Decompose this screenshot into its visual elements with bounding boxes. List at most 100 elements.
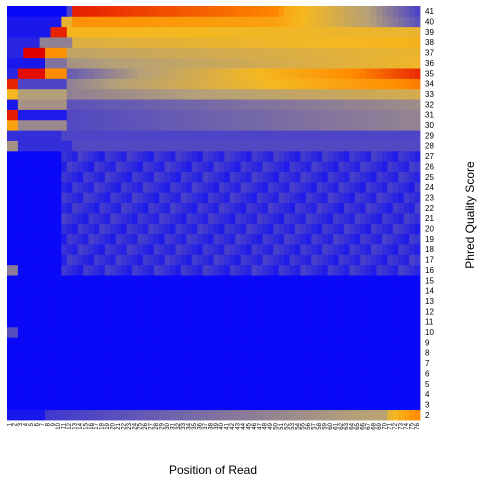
heatmap-cell-pos51-q27 — [278, 150, 285, 162]
heatmap-cell-pos12-q10 — [66, 326, 73, 338]
heatmap-cell-pos32-q29 — [175, 130, 182, 141]
heatmap-cell-pos20-q41 — [110, 6, 117, 17]
heatmap-cell-pos24-q2 — [131, 409, 138, 421]
heatmap-cell-pos27-q12 — [148, 306, 155, 317]
heatmap-cell-pos50-q40 — [273, 16, 280, 28]
heatmap-cell-pos14-q19 — [77, 233, 84, 245]
x-tick-label: 22 — [121, 422, 127, 429]
heatmap-cell-pos1-q7 — [7, 357, 13, 369]
heatmap-cell-pos39-q31 — [213, 109, 220, 121]
heatmap-cell-pos13-q41 — [72, 6, 79, 17]
heatmap-cell-pos34-q3 — [186, 399, 193, 411]
heatmap-cell-pos72-q6 — [392, 368, 399, 379]
heatmap-cell-pos61-q6 — [333, 368, 339, 379]
heatmap-cell-pos57-q5 — [311, 378, 318, 390]
heatmap-cell-pos26-q5 — [142, 378, 149, 390]
heatmap-cell-pos49-q36 — [267, 57, 274, 69]
heatmap-cell-pos13-q29 — [72, 130, 79, 141]
heatmap-cell-pos15-q32 — [83, 99, 89, 110]
heatmap-cell-pos17-q15 — [93, 275, 100, 286]
heatmap-cell-pos25-q16 — [137, 264, 144, 276]
heatmap-cell-pos17-q14 — [93, 285, 100, 297]
heatmap-cell-pos13-q30 — [72, 119, 79, 131]
heatmap-cell-pos60-q30 — [327, 119, 334, 131]
heatmap-cell-pos31-q4 — [170, 388, 176, 400]
heatmap-cell-pos19-q15 — [104, 275, 111, 286]
heatmap-cell-pos45-q30 — [246, 119, 252, 131]
heatmap-cell-pos68-q21 — [371, 213, 377, 224]
heatmap-cell-pos3-q13 — [17, 295, 24, 307]
heatmap-cell-pos61-q40 — [333, 16, 339, 28]
heatmap-cell-pos57-q12 — [311, 306, 318, 317]
heatmap-cell-pos61-q5 — [333, 378, 339, 390]
heatmap-cell-pos24-q39 — [131, 26, 138, 38]
heatmap-cell-pos39-q33 — [213, 88, 220, 100]
heatmap-cell-pos54-q17 — [295, 254, 301, 266]
heatmap-cell-pos31-q38 — [170, 37, 176, 48]
heatmap-cell-pos71-q10 — [387, 326, 394, 338]
heatmap-cell-pos30-q33 — [164, 88, 171, 100]
heatmap-cell-pos24-q6 — [131, 368, 138, 379]
heatmap-cell-pos23-q17 — [126, 254, 133, 266]
heatmap-cell-pos11-q8 — [61, 347, 68, 359]
heatmap-cell-pos35-q35 — [191, 68, 198, 79]
heatmap-cell-pos8-q36 — [45, 57, 51, 69]
heatmap-cell-pos26-q19 — [142, 233, 149, 245]
heatmap-cell-pos43-q34 — [235, 78, 242, 90]
heatmap-cell-pos6-q39 — [34, 26, 40, 38]
heatmap-cell-pos64-q35 — [349, 68, 356, 79]
heatmap-cell-pos8-q18 — [45, 244, 51, 255]
heatmap-cell-pos9-q11 — [50, 316, 57, 328]
heatmap-cell-pos63-q25 — [343, 171, 350, 183]
heatmap-cell-pos18-q13 — [99, 295, 106, 307]
heatmap-cell-pos9-q7 — [50, 357, 57, 369]
heatmap-cell-pos61-q27 — [333, 150, 339, 162]
heatmap-cell-pos23-q21 — [126, 213, 133, 224]
heatmap-cell-pos16-q4 — [88, 388, 95, 400]
heatmap-cell-pos49-q32 — [267, 99, 274, 110]
heatmap-cell-pos31-q9 — [170, 337, 176, 348]
x-tick-label: 70 — [382, 422, 388, 429]
heatmap-cell-pos13-q4 — [72, 388, 79, 400]
heatmap-cell-pos60-q20 — [327, 223, 334, 235]
heatmap-cell-pos4-q21 — [23, 213, 30, 224]
heatmap-cell-pos70-q22 — [381, 202, 388, 214]
heatmap-cell-pos12-q13 — [66, 295, 73, 307]
heatmap-cell-pos52-q7 — [284, 357, 290, 369]
heatmap-cell-pos72-q4 — [392, 388, 399, 400]
heatmap-cell-pos46-q41 — [251, 6, 258, 17]
heatmap-cell-pos66-q4 — [360, 388, 367, 400]
heatmap-cell-pos10-q7 — [55, 357, 62, 369]
heatmap-cell-pos30-q34 — [164, 78, 171, 90]
heatmap-cell-pos60-q39 — [327, 26, 334, 38]
heatmap-cell-pos67-q4 — [365, 388, 372, 400]
heatmap-cell-pos2-q35 — [12, 68, 19, 79]
heatmap-cell-pos23-q10 — [126, 326, 133, 338]
heatmap-cell-pos22-q21 — [121, 213, 127, 224]
heatmap-cell-pos43-q3 — [235, 399, 242, 411]
heatmap-cell-pos72-q8 — [392, 347, 399, 359]
heatmap-cell-pos36-q36 — [197, 57, 204, 69]
heatmap-cell-pos2-q19 — [12, 233, 19, 245]
heatmap-cell-pos4-q18 — [23, 244, 30, 255]
heatmap-cell-pos32-q38 — [175, 37, 182, 48]
x-tick-label: 31 — [170, 422, 176, 429]
x-tick-label: 74 — [404, 422, 410, 429]
heatmap-cell-pos41-q34 — [224, 78, 231, 90]
heatmap-cell-pos48-q30 — [262, 119, 269, 131]
heatmap-cell-pos45-q29 — [246, 130, 252, 141]
heatmap-cell-pos42-q31 — [229, 109, 236, 121]
heatmap-cell-pos43-q36 — [235, 57, 242, 69]
heatmap-cell-pos65-q14 — [354, 285, 361, 297]
heatmap-cell-pos75-q35 — [409, 68, 415, 79]
heatmap-cell-pos33-q16 — [180, 264, 187, 276]
heatmap-cell-pos33-q2 — [180, 409, 187, 421]
heatmap-cell-pos42-q37 — [229, 47, 236, 59]
x-tick-label: 21 — [116, 422, 122, 429]
heatmap-cell-pos76-q33 — [414, 88, 421, 100]
heatmap-cell-pos24-q23 — [131, 192, 138, 204]
heatmap-cell-pos4-q39 — [23, 26, 30, 38]
heatmap-cell-pos22-q4 — [121, 388, 127, 400]
heatmap-cell-pos6-q20 — [34, 223, 40, 235]
heatmap-cell-pos29-q2 — [159, 409, 165, 421]
